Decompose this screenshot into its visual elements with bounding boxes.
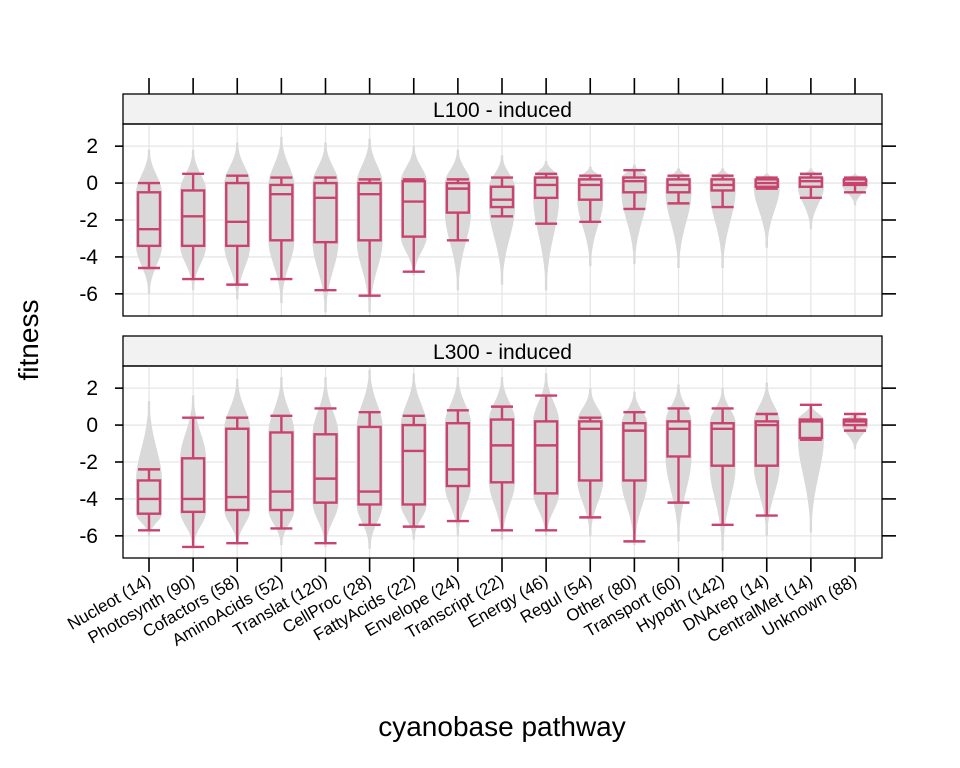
- box-6: [401, 180, 426, 238]
- panel-1: L100 - induced 2 0 -2 -4 -6: [79, 93, 896, 317]
- box-15: [798, 418, 824, 440]
- ytick-label: 2: [86, 377, 98, 400]
- box-5: [357, 425, 382, 506]
- box-2: [225, 427, 250, 512]
- box-0: [136, 479, 162, 515]
- panel-2: L300 - induced 2 0 -2 -4 -6: [79, 335, 896, 559]
- ytick-label: -4: [79, 246, 98, 269]
- violin-11: [621, 164, 648, 265]
- panel-strip: [122, 93, 883, 125]
- box-0: [136, 191, 162, 248]
- panel-strip-label: L300 - induced: [433, 341, 572, 364]
- box-9: [533, 420, 559, 495]
- violin-14: [753, 173, 780, 248]
- y-axis-title: fitness: [13, 300, 44, 381]
- panel-strip: [122, 335, 883, 367]
- box-14: [754, 420, 779, 467]
- violin-12: [665, 168, 692, 268]
- box-3: [269, 431, 294, 512]
- violin-2: [224, 378, 251, 546]
- box-12: [666, 420, 691, 458]
- violin-1: [180, 149, 207, 291]
- x-axis-title: cyanobase pathway: [378, 711, 626, 742]
- box-8: [489, 418, 515, 484]
- box-10: [578, 420, 603, 482]
- box-7: [445, 422, 471, 488]
- panel-strip-label: L100 - induced: [433, 99, 572, 122]
- violin-4: [312, 142, 339, 313]
- ytick-label: 0: [86, 172, 98, 195]
- violin-1: [180, 395, 207, 547]
- violin-3: [268, 377, 295, 546]
- violin-7: [444, 377, 471, 536]
- box-11: [622, 176, 647, 194]
- violin-9: [533, 373, 560, 536]
- box-2: [225, 181, 250, 248]
- ytick-label: 2: [86, 135, 98, 158]
- box-4: [313, 433, 338, 504]
- ytick-label: -6: [79, 525, 98, 548]
- box-13: [710, 422, 735, 467]
- box-9: [533, 176, 559, 200]
- box-3: [269, 183, 294, 242]
- violin-4: [312, 377, 339, 547]
- ytick-label: -2: [79, 451, 98, 474]
- box-5: [357, 181, 382, 242]
- box-4: [313, 181, 338, 244]
- violin-0: [136, 149, 162, 294]
- box-10: [578, 178, 603, 201]
- violin-9: [533, 160, 560, 291]
- ytick-label: -2: [79, 209, 98, 232]
- box-8: [489, 185, 515, 209]
- violin-10: [577, 388, 604, 536]
- violin-8: [489, 155, 515, 285]
- box-6: [401, 423, 426, 506]
- ytick-label: -4: [79, 488, 98, 511]
- violin-15: [797, 404, 824, 533]
- box-7: [445, 181, 471, 214]
- box-1: [180, 189, 206, 248]
- ytick-label: -6: [79, 283, 98, 306]
- violin-8: [489, 377, 515, 540]
- ytick-label: 0: [86, 414, 98, 437]
- box-11: [622, 422, 647, 482]
- violin-13: [709, 168, 736, 268]
- box-1: [180, 457, 206, 514]
